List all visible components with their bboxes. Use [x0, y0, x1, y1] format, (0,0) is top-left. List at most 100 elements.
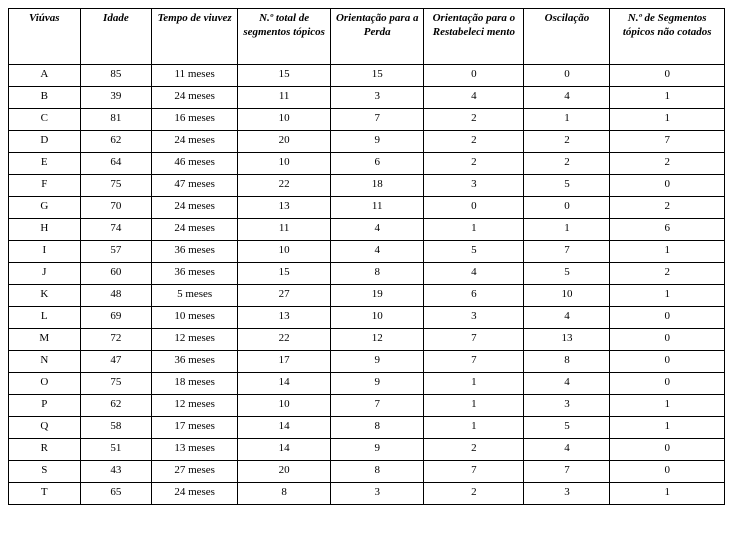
table-row: L6910 meses1310340 — [9, 307, 725, 329]
table-cell: 2 — [424, 483, 524, 505]
table-cell: 62 — [80, 131, 152, 153]
table-cell: 13 meses — [152, 439, 238, 461]
table-row: J6036 meses158452 — [9, 263, 725, 285]
table-cell: T — [9, 483, 81, 505]
table-cell: 1 — [424, 395, 524, 417]
table-cell: 70 — [80, 197, 152, 219]
table-cell: 58 — [80, 417, 152, 439]
table-cell: 7 — [331, 395, 424, 417]
table-cell: 15 — [238, 65, 331, 87]
table-cell: 72 — [80, 329, 152, 351]
table-cell: 9 — [331, 373, 424, 395]
table-cell: 3 — [331, 87, 424, 109]
table-cell: 19 — [331, 285, 424, 307]
table-row: O7518 meses149140 — [9, 373, 725, 395]
table-row: C8116 meses107211 — [9, 109, 725, 131]
table-cell: 13 — [238, 197, 331, 219]
table-cell: 17 meses — [152, 417, 238, 439]
table-cell: 4 — [524, 439, 610, 461]
table-cell: P — [9, 395, 81, 417]
table-cell: 8 — [238, 483, 331, 505]
table-cell: 1 — [610, 417, 725, 439]
table-cell: A — [9, 65, 81, 87]
table-cell: M — [9, 329, 81, 351]
table-cell: 0 — [610, 329, 725, 351]
table-cell: 7 — [424, 329, 524, 351]
table-cell: 5 — [524, 263, 610, 285]
table-row: F7547 meses2218350 — [9, 175, 725, 197]
table-cell: 0 — [610, 351, 725, 373]
table-cell: 57 — [80, 241, 152, 263]
table-cell: 24 meses — [152, 131, 238, 153]
table-cell: 15 — [331, 65, 424, 87]
table-cell: G — [9, 197, 81, 219]
table-body: A8511 meses1515000B3924 meses113441C8116… — [9, 65, 725, 505]
table-cell: 2 — [524, 153, 610, 175]
table-cell: 47 meses — [152, 175, 238, 197]
table-cell: 36 meses — [152, 351, 238, 373]
table-cell: F — [9, 175, 81, 197]
table-cell: 5 — [424, 241, 524, 263]
table-cell: 0 — [610, 65, 725, 87]
table-cell: 8 — [524, 351, 610, 373]
table-cell: 7 — [524, 241, 610, 263]
table-cell: 9 — [331, 131, 424, 153]
table-header: Viúvas Idade Tempo de viuvez N.º total d… — [9, 9, 725, 65]
table-cell: 0 — [424, 65, 524, 87]
table-cell: 75 — [80, 175, 152, 197]
table-cell: E — [9, 153, 81, 175]
table-cell: J — [9, 263, 81, 285]
table-cell: I — [9, 241, 81, 263]
table-cell: 1 — [424, 417, 524, 439]
table-cell: 10 meses — [152, 307, 238, 329]
table-row: I5736 meses104571 — [9, 241, 725, 263]
table-cell: 20 — [238, 131, 331, 153]
table-cell: H — [9, 219, 81, 241]
table-cell: 22 — [238, 175, 331, 197]
table-cell: 12 — [331, 329, 424, 351]
table-cell: 27 — [238, 285, 331, 307]
table-row: R5113 meses149240 — [9, 439, 725, 461]
table-cell: 8 — [331, 263, 424, 285]
table-row: K485 meses27196101 — [9, 285, 725, 307]
table-cell: 10 — [238, 395, 331, 417]
table-cell: R — [9, 439, 81, 461]
table-cell: 2 — [424, 439, 524, 461]
table-cell: 10 — [238, 241, 331, 263]
table-cell: 48 — [80, 285, 152, 307]
table-cell: 9 — [331, 439, 424, 461]
table-row: A8511 meses1515000 — [9, 65, 725, 87]
table-cell: K — [9, 285, 81, 307]
table-cell: 1 — [610, 109, 725, 131]
table-cell: 2 — [610, 153, 725, 175]
table-cell: 64 — [80, 153, 152, 175]
table-cell: 10 — [331, 307, 424, 329]
col-oscilacao: Oscilação — [524, 9, 610, 65]
table-row: M7212 meses22127130 — [9, 329, 725, 351]
table-cell: B — [9, 87, 81, 109]
table-cell: 6 — [424, 285, 524, 307]
table-cell: 46 meses — [152, 153, 238, 175]
table-cell: 14 — [238, 439, 331, 461]
table-cell: C — [9, 109, 81, 131]
table-cell: 11 — [331, 197, 424, 219]
col-orientacao-restab: Orientação para o Restabeleci mento — [424, 9, 524, 65]
table-cell: 60 — [80, 263, 152, 285]
table-cell: 0 — [524, 197, 610, 219]
table-cell: 5 — [524, 175, 610, 197]
header-row: Viúvas Idade Tempo de viuvez N.º total d… — [9, 9, 725, 65]
col-seg-nao-cotados: N.º de Segmentos tópicos não cotados — [610, 9, 725, 65]
table-cell: 1 — [610, 285, 725, 307]
table-row: P6212 meses107131 — [9, 395, 725, 417]
table-cell: 0 — [610, 307, 725, 329]
table-cell: 1 — [610, 483, 725, 505]
col-orientacao-perda: Orientação para a Perda — [331, 9, 424, 65]
table-cell: 11 meses — [152, 65, 238, 87]
table-cell: L — [9, 307, 81, 329]
table-cell: 3 — [331, 483, 424, 505]
table-cell: D — [9, 131, 81, 153]
table-cell: 74 — [80, 219, 152, 241]
table-row: B3924 meses113441 — [9, 87, 725, 109]
table-cell: 7 — [331, 109, 424, 131]
data-table: Viúvas Idade Tempo de viuvez N.º total d… — [8, 8, 725, 505]
